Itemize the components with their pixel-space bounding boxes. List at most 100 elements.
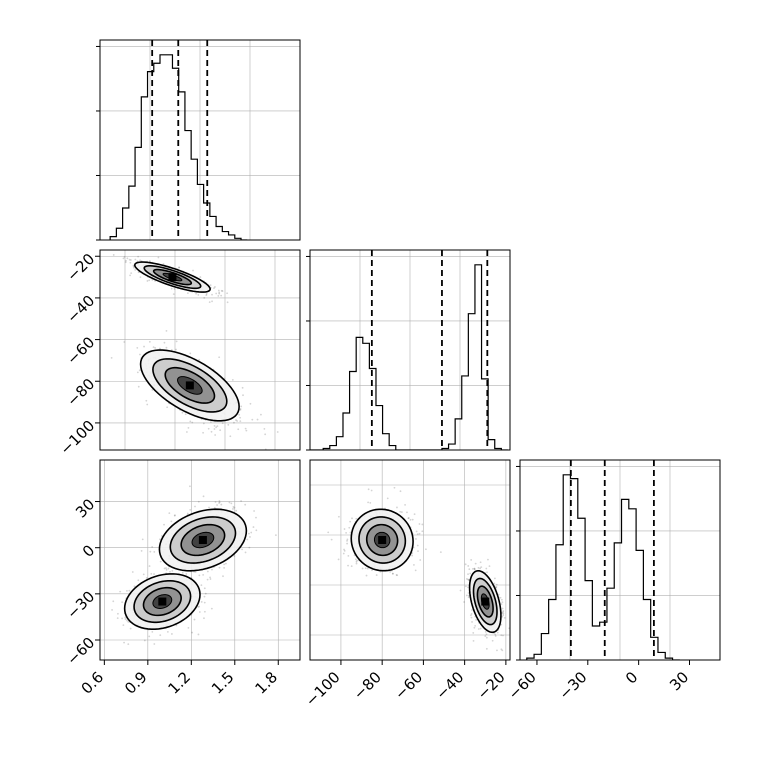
scatter-point — [126, 619, 128, 622]
histogram-bar — [210, 216, 216, 240]
histogram-bar — [629, 509, 636, 660]
scatter-point — [226, 292, 229, 295]
scatter-point — [198, 611, 201, 613]
scatter-point — [121, 601, 124, 604]
histogram-bar — [556, 545, 563, 660]
scatter-point — [202, 495, 205, 498]
scatter-point — [132, 266, 135, 269]
scatter-point — [195, 292, 198, 295]
scatter-point — [468, 579, 470, 581]
scatter-point — [239, 407, 242, 410]
scatter-point — [493, 582, 496, 585]
y-tick-label: −80 — [63, 375, 98, 410]
histogram-bar — [376, 406, 383, 450]
scatter-point — [242, 394, 244, 397]
panel-row1-col1 — [306, 249, 511, 451]
scatter-point — [502, 634, 504, 637]
scatter-point — [159, 560, 162, 563]
scatter-point — [250, 531, 253, 534]
scatter-point — [354, 558, 357, 561]
scatter-point — [151, 630, 154, 633]
histogram-bar — [216, 227, 222, 240]
panel-frame — [309, 249, 511, 451]
scatter-point — [464, 563, 467, 566]
scatter-point — [263, 427, 266, 430]
scatter-point — [205, 293, 208, 295]
x-tick-label: 0.9 — [121, 668, 151, 698]
scatter-point — [213, 424, 216, 427]
scatter-point — [139, 259, 142, 262]
scatter-point — [133, 585, 136, 588]
scatter-point — [495, 583, 498, 586]
scatter-point — [256, 418, 259, 421]
scatter-point — [145, 576, 148, 579]
scatter-point — [467, 578, 469, 581]
scatter-point — [375, 574, 378, 576]
scatter-point — [370, 489, 373, 492]
scatter-point — [143, 345, 145, 348]
scatter-point — [348, 526, 351, 529]
density-peak — [185, 381, 194, 390]
scatter-point — [132, 264, 135, 267]
scatter-point — [198, 605, 201, 608]
scatter-point — [173, 288, 176, 290]
panel-frame — [99, 249, 301, 451]
scatter-point — [163, 341, 166, 344]
scatter-point — [140, 550, 143, 552]
scatter-point — [193, 618, 196, 621]
scatter-point — [211, 300, 213, 303]
scatter-point — [127, 643, 130, 645]
scatter-point — [399, 510, 402, 513]
scatter-point — [252, 526, 255, 528]
y-tick-label: −40 — [63, 292, 98, 327]
scatter-point — [467, 573, 469, 576]
scatter-point — [479, 627, 482, 630]
scatter-point — [181, 411, 184, 414]
scatter-point — [239, 408, 242, 411]
histogram-bar — [116, 228, 122, 240]
x-tick-label: −60 — [391, 668, 426, 703]
scatter-point — [205, 294, 208, 296]
scatter-point — [148, 565, 151, 567]
scatter-point — [349, 531, 352, 534]
scatter-point — [485, 647, 488, 650]
scatter-point — [396, 574, 399, 577]
histogram-bar — [336, 437, 343, 450]
scatter-point — [494, 635, 497, 637]
scatter-point — [346, 542, 349, 545]
scatter-point — [203, 296, 206, 299]
scatter-point — [213, 287, 215, 289]
scatter-point — [175, 340, 178, 343]
scatter-point — [198, 358, 201, 361]
scatter-point — [149, 550, 152, 553]
scatter-point — [501, 601, 504, 604]
scatter-point — [459, 589, 462, 592]
scatter-point — [485, 633, 488, 636]
scatter-point — [218, 500, 221, 502]
scatter-point — [186, 512, 189, 515]
scatter-point — [413, 513, 416, 516]
scatter-point — [470, 616, 473, 619]
scatter-point — [146, 280, 149, 282]
x-tick-label: −20 — [474, 668, 509, 703]
scatter-point — [216, 504, 218, 506]
histogram-bar — [160, 55, 166, 240]
scatter-point — [166, 630, 169, 633]
scatter-point — [391, 572, 394, 575]
scatter-point — [355, 560, 358, 563]
scatter-point — [223, 566, 226, 569]
scatter-point — [253, 510, 255, 512]
scatter-point — [134, 269, 137, 271]
scatter-point — [473, 568, 476, 571]
histogram-bar — [350, 371, 357, 450]
scatter-point — [169, 570, 171, 573]
scatter-point — [502, 611, 504, 614]
scatter-point — [237, 428, 240, 431]
scatter-point — [371, 569, 373, 572]
scatter-point — [409, 518, 412, 521]
scatter-point — [251, 418, 254, 421]
scatter-point — [239, 416, 242, 419]
histogram-bar — [185, 131, 191, 240]
scatter-point — [218, 356, 221, 359]
scatter-point — [181, 571, 184, 574]
